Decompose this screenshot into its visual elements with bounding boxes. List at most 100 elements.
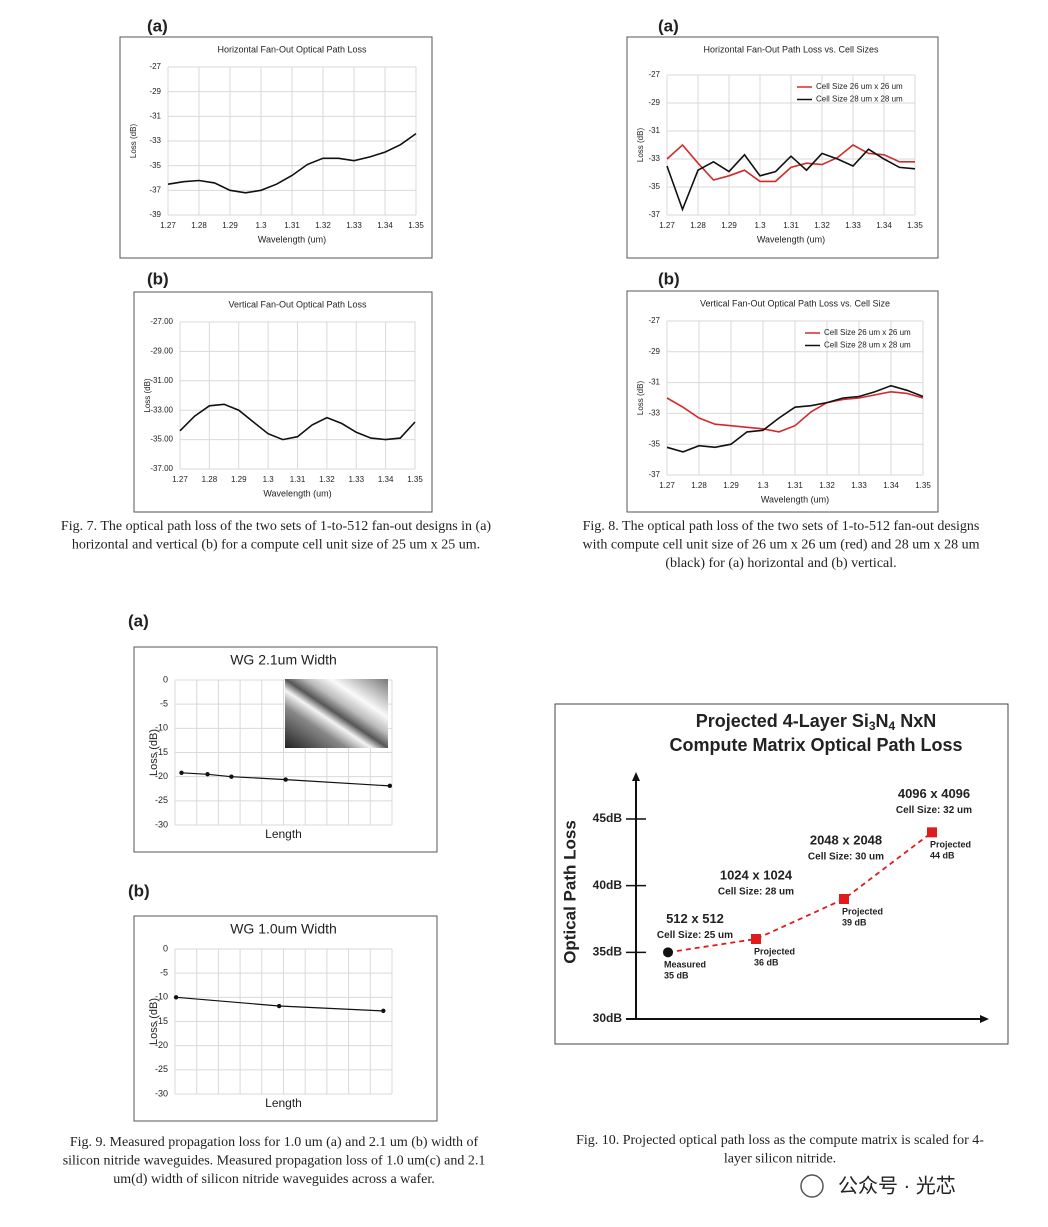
x-tick-label: 1.33 — [851, 481, 867, 490]
value-label: 35 dB — [664, 971, 689, 981]
y-tick-label: -10 — [155, 723, 168, 733]
panel-label: (b) — [128, 881, 150, 900]
x-tick-label: 1.28 — [191, 221, 207, 230]
x-tick-label: 1.31 — [783, 221, 799, 230]
y-tick-label: -33.00 — [150, 405, 173, 414]
figure-caption: Fig. 7. The optical path loss of the two… — [61, 519, 492, 534]
data-line — [666, 390, 924, 433]
chart-title: Horizontal Fan-Out Path Loss vs. Cell Si… — [703, 44, 879, 54]
x-tick-label: 1.3 — [263, 475, 275, 484]
x-tick-label: 1.28 — [202, 475, 218, 484]
y-tick-label: -29 — [648, 347, 660, 356]
data-point — [205, 772, 210, 777]
y-axis-label: Loss (dB) — [129, 124, 138, 159]
y-tick-label: -35 — [648, 182, 660, 191]
title-part: N — [876, 711, 889, 731]
status-label: Projected — [930, 840, 971, 850]
y-tick-label: 0 — [163, 674, 168, 684]
panel-label: (a) — [147, 16, 168, 35]
figure-caption: silicon nitride waveguides. Measured pro… — [63, 1154, 486, 1169]
trend-line — [667, 831, 933, 954]
y-tick-label: -33 — [149, 136, 161, 145]
y-tick-label: -31 — [648, 126, 660, 135]
chart-frame — [133, 915, 438, 1122]
category-label: 1024 x 1024 — [720, 867, 793, 882]
y-tick-label: 0 — [163, 943, 168, 953]
title-part: 3 — [869, 719, 876, 733]
x-tick-label: 1.31 — [290, 475, 306, 484]
x-tick-label: 1.35 — [907, 221, 923, 230]
data-point — [663, 947, 673, 958]
data-point — [751, 934, 761, 944]
y-tick-label: -29.00 — [150, 347, 173, 356]
data-point — [173, 995, 179, 1000]
figure-caption: Fig. 9. Measured propagation loss for 1.… — [70, 1135, 479, 1150]
legend-label: Cell Size 26 um x 26 um — [824, 328, 911, 337]
sem-inset — [285, 679, 388, 748]
x-tick-label: 1.28 — [691, 481, 707, 490]
title-part: Projected 4-Layer Si — [696, 711, 869, 731]
chart-title-line: Compute Matrix Optical Path Loss — [669, 735, 962, 755]
x-tick-label: 1.3 — [255, 221, 267, 230]
y-tick-label: -33 — [648, 154, 660, 163]
data-point — [381, 1008, 386, 1014]
x-tick-label: 1.27 — [659, 221, 675, 230]
watermark: 公众号 · 光芯 — [838, 1174, 956, 1197]
x-tick-label: 1.34 — [883, 481, 899, 490]
y-tick-label: -35 — [648, 439, 660, 448]
y-tick-label: 45dB — [593, 811, 623, 825]
value-label: 44 dB — [930, 851, 955, 861]
panel-label: (a) — [128, 611, 149, 630]
y-tick-label: -33 — [648, 409, 660, 418]
x-tick-label: 1.34 — [876, 221, 892, 230]
figure-caption: (black) for (a) horizontal and (b) verti… — [665, 556, 896, 571]
y-tick-label: -10 — [155, 992, 168, 1002]
y-tick-label: -35 — [149, 161, 161, 170]
x-axis-label: Wavelength (um) — [757, 234, 825, 244]
x-tick-label: 1.35 — [915, 481, 931, 490]
x-tick-label: 1.28 — [690, 221, 706, 230]
x-axis-label: Wavelength (um) — [258, 234, 326, 244]
y-tick-label: -31 — [149, 111, 161, 120]
y-tick-label: -37 — [149, 185, 161, 194]
x-tick-label: 1.27 — [659, 481, 675, 490]
title-part: 4 — [889, 719, 896, 733]
x-tick-label: 1.35 — [407, 475, 423, 484]
x-tick-label: 1.32 — [814, 221, 830, 230]
y-axis-label: Loss (dB) — [148, 729, 160, 776]
y-tick-label: -27.00 — [150, 317, 173, 326]
x-tick-label: 1.29 — [723, 481, 739, 490]
data-point — [179, 770, 184, 775]
y-tick-label: -31 — [648, 378, 660, 387]
x-tick-label: 1.33 — [346, 221, 362, 230]
status-label: Projected — [754, 946, 795, 956]
figure-caption: Fig. 10. Projected optical path loss as … — [576, 1133, 984, 1148]
y-tick-label: 40dB — [593, 878, 623, 892]
status-label: Projected — [842, 906, 883, 916]
y-tick-label: -37 — [648, 470, 660, 479]
cell-size-label: Cell Size: 25 um — [657, 930, 733, 941]
chart-frame — [133, 291, 433, 513]
x-arrow — [980, 1015, 989, 1023]
y-tick-label: -31.00 — [150, 376, 173, 385]
watermark-icon — [800, 1174, 824, 1198]
y-tick-label: -37 — [648, 210, 660, 219]
y-tick-label: -30 — [155, 819, 168, 829]
cell-size-label: Cell Size: 32 um — [896, 805, 972, 816]
cell-size-label: Cell Size: 28 um — [718, 887, 794, 898]
y-axis-label: Loss (dB) — [143, 378, 152, 413]
x-tick-label: 1.29 — [231, 475, 247, 484]
data-line — [666, 143, 915, 183]
data-point — [283, 777, 288, 782]
x-tick-label: 1.27 — [172, 475, 188, 484]
x-tick-label: 1.32 — [319, 475, 335, 484]
y-axis-label: Loss (dB) — [636, 381, 645, 416]
chart-title: Vertical Fan-Out Optical Path Loss vs. C… — [700, 298, 890, 308]
data-point — [387, 783, 393, 789]
x-axis-label: Length — [265, 827, 302, 841]
y-tick-label: -25 — [155, 1064, 168, 1074]
y-arrow — [632, 772, 640, 781]
y-tick-label: -35.00 — [150, 435, 173, 444]
